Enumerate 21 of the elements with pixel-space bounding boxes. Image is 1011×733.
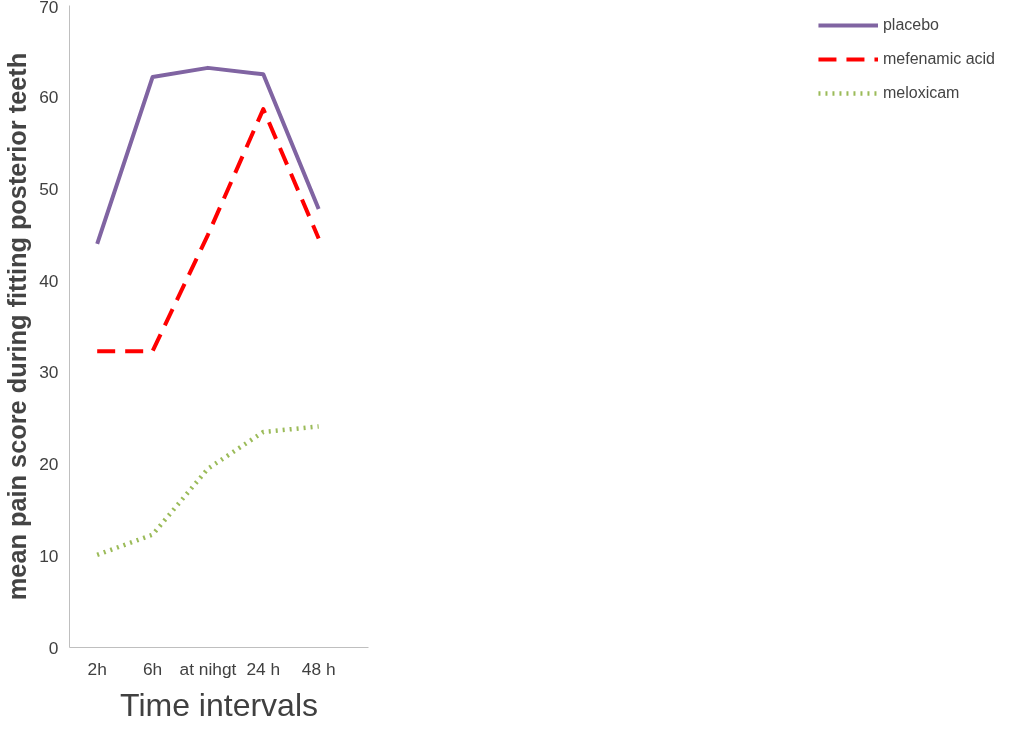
legend-label: meloxicam bbox=[882, 84, 960, 102]
y-tick-label: 70 bbox=[39, 0, 59, 17]
legend-label: placebo bbox=[882, 16, 939, 34]
line-series bbox=[95, 107, 321, 354]
y-tick-label: 30 bbox=[39, 362, 59, 383]
y-tick-label: 50 bbox=[39, 178, 59, 199]
legend-label: mefenamic acid bbox=[882, 50, 995, 68]
y-tick-label: 60 bbox=[39, 87, 59, 108]
y-tick-label: 20 bbox=[39, 454, 59, 475]
x-tick-label: 48 h bbox=[301, 658, 336, 679]
y-tick-label: 40 bbox=[39, 270, 59, 291]
x-tick-label: 6h bbox=[142, 658, 163, 679]
x-tick-label: at nihgt bbox=[179, 658, 237, 679]
line-series bbox=[95, 65, 321, 246]
x-tick-label: 2h bbox=[87, 658, 107, 679]
line-series bbox=[94, 424, 321, 558]
x-axis-title: Time intervals bbox=[120, 686, 318, 723]
x-tick-label: 24 h bbox=[246, 658, 281, 679]
y-axis-title: mean pain score during fitting posterior teeth bbox=[3, 52, 32, 601]
y-tick-label: 10 bbox=[39, 545, 59, 566]
y-tick-label: 0 bbox=[48, 637, 59, 658]
